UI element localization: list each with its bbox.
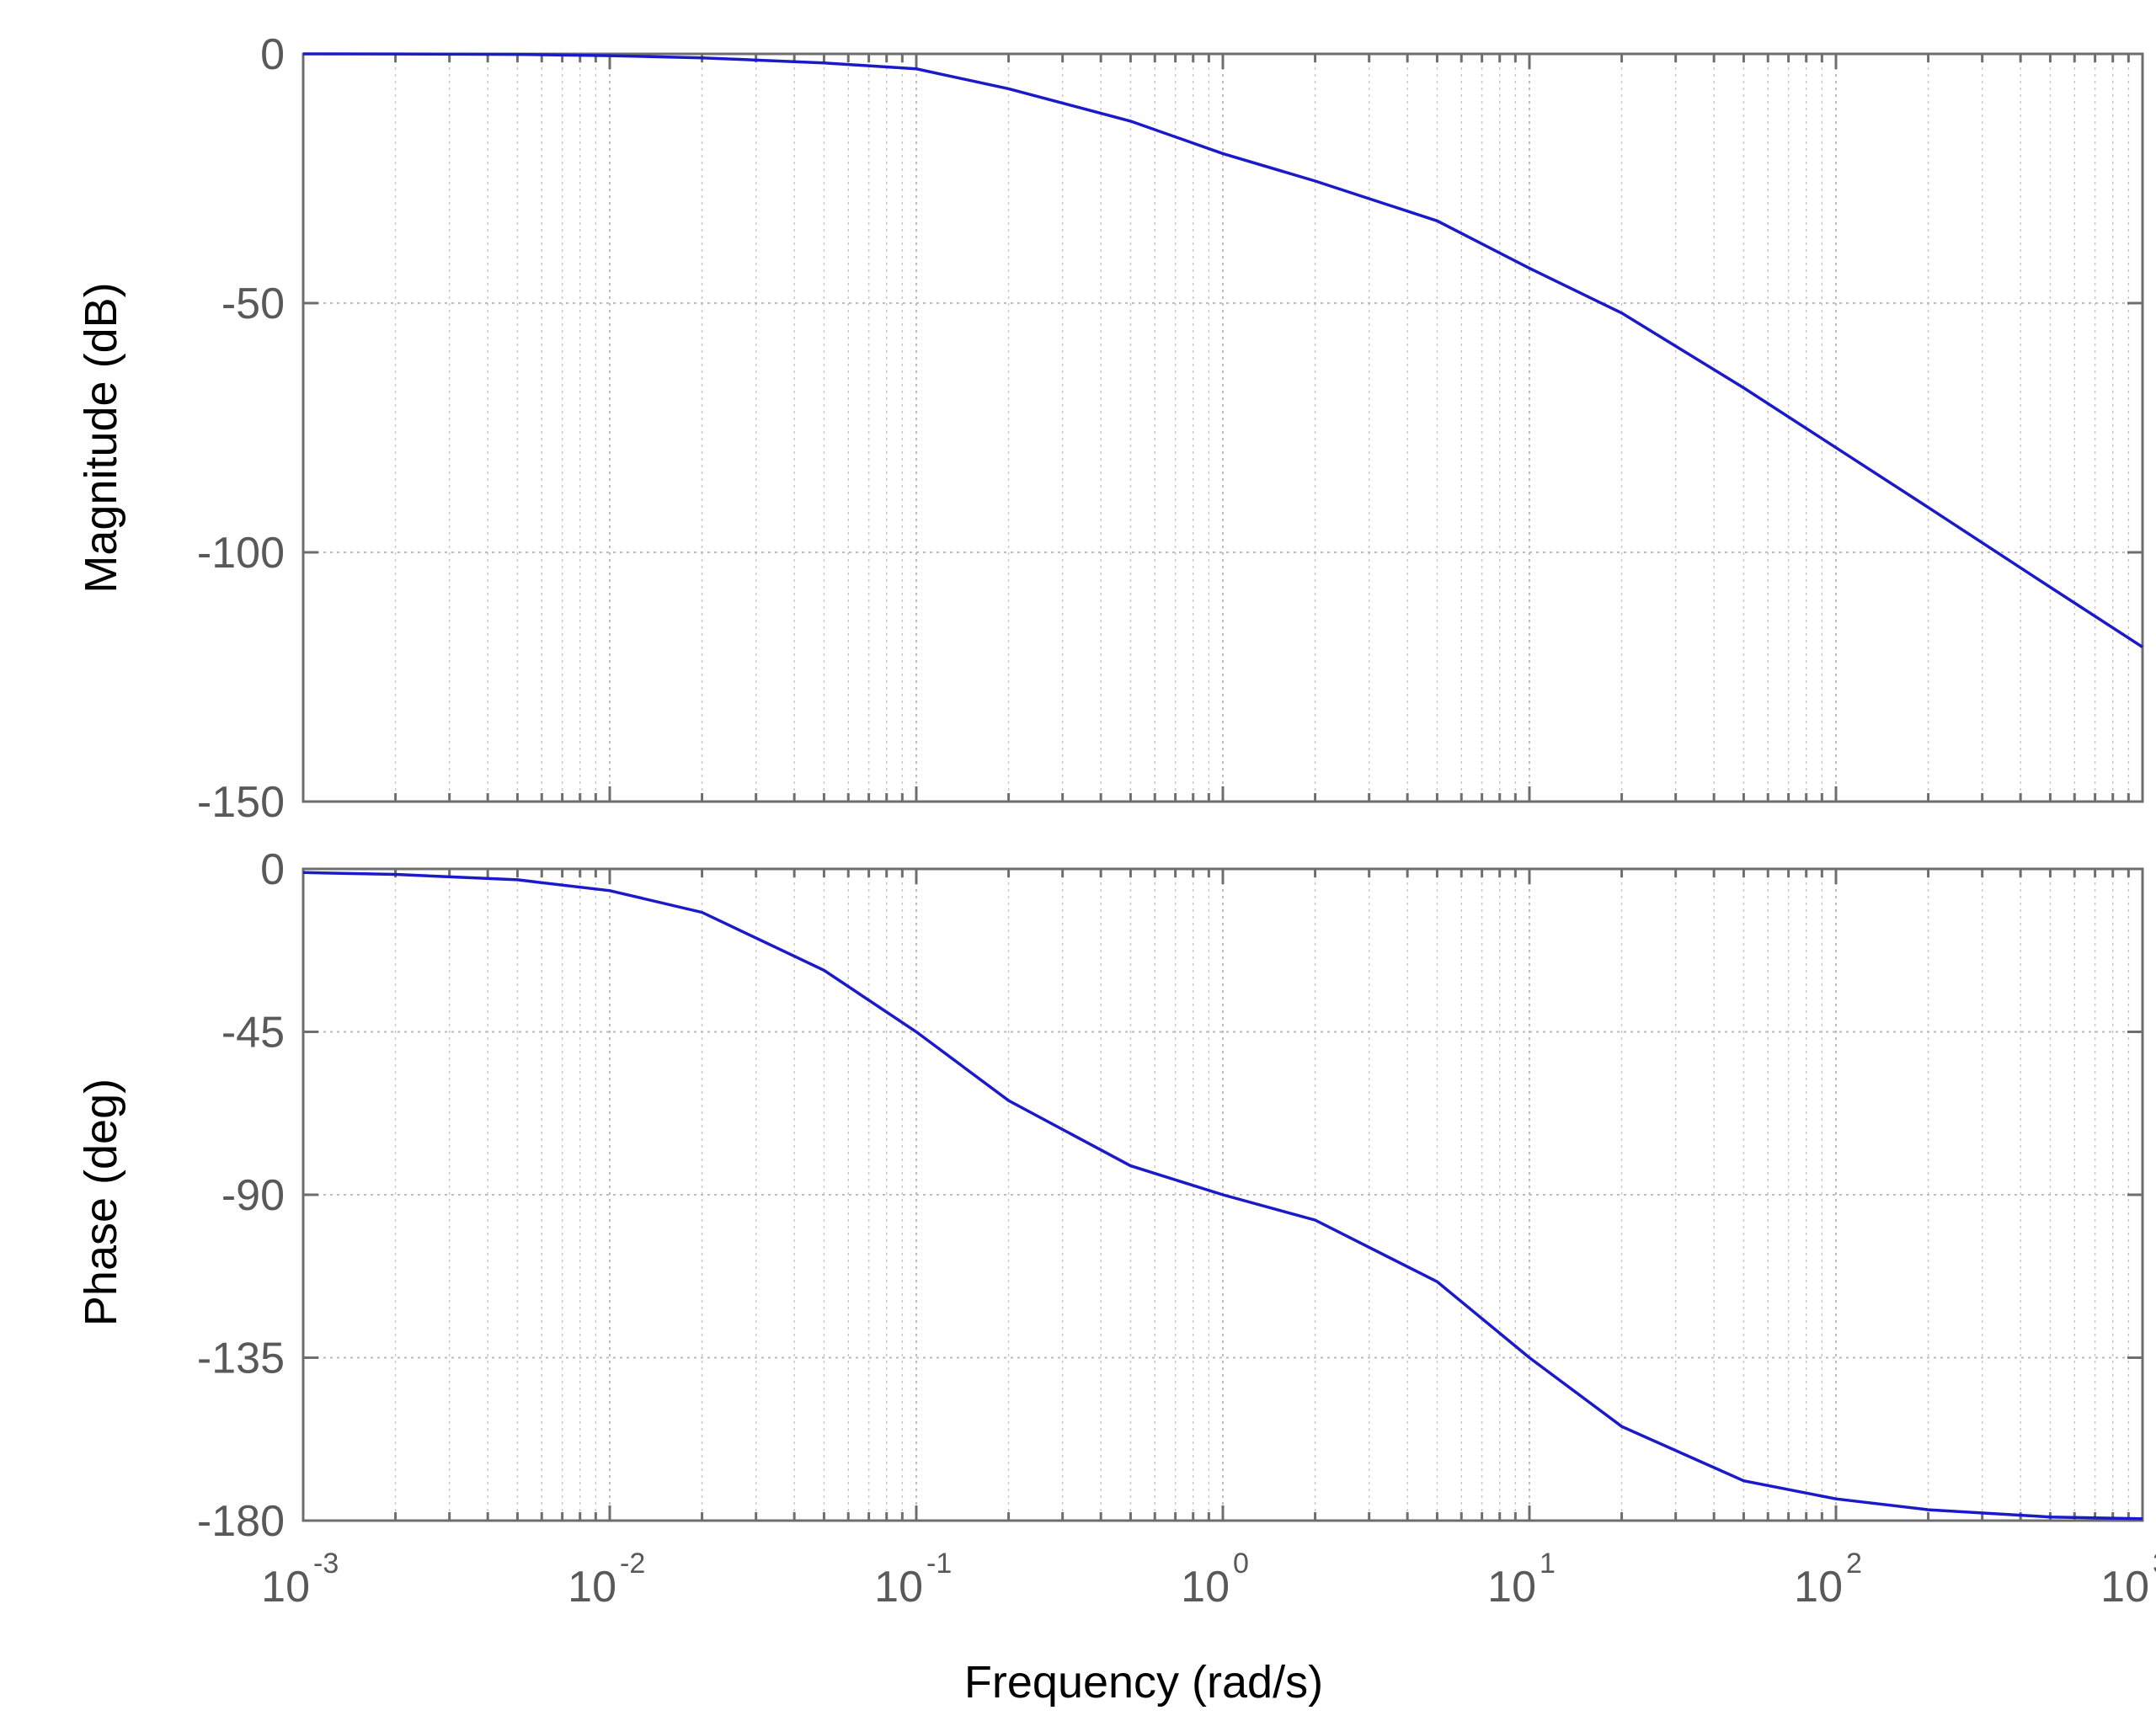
x-tick-label: 103 xyxy=(2100,1548,2156,1612)
y-tick-label: -90 xyxy=(221,1171,285,1220)
x-axis-title: Frequency (rad/s) xyxy=(964,1657,1323,1708)
x-tick-label: 10 2 xyxy=(1794,1548,1862,1612)
x-tick-label-exponent: 0 xyxy=(1233,1548,1249,1580)
phase-axis-title: Phase (deg) xyxy=(76,1079,126,1326)
x-tick-label-base: 10 xyxy=(1181,1563,1230,1612)
phase-curve xyxy=(302,871,2143,1521)
phase-panel: 0 -45 -90 -135 -180 xyxy=(197,845,2144,1546)
magnitude-axis-title: Magnitude (dB) xyxy=(76,282,126,593)
x-tick-label: 10 0 xyxy=(1181,1548,1249,1612)
y-tick-label: -45 xyxy=(221,1009,285,1058)
magnitude-curve xyxy=(302,52,2143,648)
x-tick-label-base: 10 xyxy=(2100,1563,2149,1612)
x-tick-label: 10 1 xyxy=(1487,1548,1556,1612)
x-tick-label: 10 -1 xyxy=(874,1548,952,1612)
y-tick-label: 0 xyxy=(260,30,285,79)
frequency-tick-labels: 10-310-210-1100101102103 xyxy=(261,1548,2156,1612)
x-tick-label-exponent: -2 xyxy=(620,1548,645,1580)
x-tick-label-exponent: -3 xyxy=(313,1548,339,1580)
x-tick-label-exponent: 2 xyxy=(1846,1548,1862,1580)
x-tick-label-exponent: 1 xyxy=(1540,1548,1556,1580)
y-tick-label: -180 xyxy=(197,1497,285,1546)
y-tick-label: 0 xyxy=(260,845,285,894)
y-tick-label: -135 xyxy=(197,1335,285,1383)
plot-frame xyxy=(302,52,2144,803)
x-tick-label-base: 10 xyxy=(568,1563,616,1612)
x-tick-label-base: 10 xyxy=(261,1563,310,1612)
y-tick-label: -50 xyxy=(221,280,285,328)
x-tick-label: 10 -3 xyxy=(261,1548,339,1612)
y-tick-label: -100 xyxy=(197,529,285,578)
x-tick-label-base: 10 xyxy=(874,1563,923,1612)
x-tick-label-base: 10 xyxy=(1487,1563,1536,1612)
x-tick-label-base: 10 xyxy=(1794,1563,1843,1612)
magnitude-panel: 0 -50 -100 -150 xyxy=(197,30,2144,827)
x-tick-label-exponent: 3 xyxy=(2153,1548,2156,1580)
plot-frame xyxy=(302,867,2144,1522)
x-tick-label: 10 -2 xyxy=(568,1548,645,1612)
x-tick-label-exponent: -1 xyxy=(926,1548,952,1580)
y-tick-label: -150 xyxy=(197,778,285,827)
